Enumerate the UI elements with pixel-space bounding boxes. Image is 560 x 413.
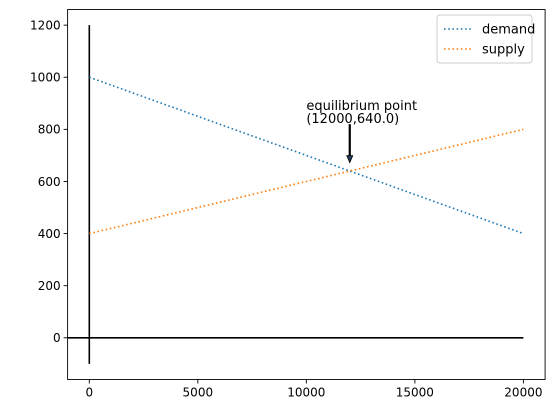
x-tick-label: 0 bbox=[85, 386, 93, 400]
y-tick-label: 1000 bbox=[30, 71, 61, 85]
annotation-arrow-head bbox=[346, 155, 354, 164]
annotation-title: equilibrium point bbox=[306, 99, 417, 114]
legend: demand supply bbox=[436, 14, 535, 64]
legend-box bbox=[436, 14, 533, 64]
annotation-coordinates: (12000,640.0) bbox=[306, 112, 399, 127]
legend-demand-label: demand bbox=[482, 23, 535, 38]
axes-frame bbox=[67, 9, 546, 380]
x-tick-label: 10000 bbox=[287, 386, 325, 400]
y-tick-label: 400 bbox=[38, 227, 61, 241]
series-demand-line bbox=[89, 76, 524, 235]
y-tick-label: 200 bbox=[38, 279, 61, 293]
x-tick-label: 15000 bbox=[396, 386, 434, 400]
y-tick-label: 800 bbox=[38, 123, 61, 137]
y-tick-label: 1200 bbox=[30, 18, 61, 32]
legend-supply-label: supply bbox=[482, 43, 525, 58]
axes: 0 5000 10000 15000 20000 0 200 400 600 800 1000 120… bbox=[30, 9, 546, 400]
plot-area bbox=[67, 25, 524, 364]
y-tick-label: 600 bbox=[38, 175, 61, 189]
y-tick-label: 0 bbox=[53, 331, 61, 345]
x-tick-label: 5000 bbox=[183, 386, 214, 400]
x-tick-label: 20000 bbox=[504, 386, 542, 400]
annotation: equilibrium point (12000,640.0) bbox=[306, 99, 417, 127]
series-supply-line bbox=[89, 128, 524, 235]
